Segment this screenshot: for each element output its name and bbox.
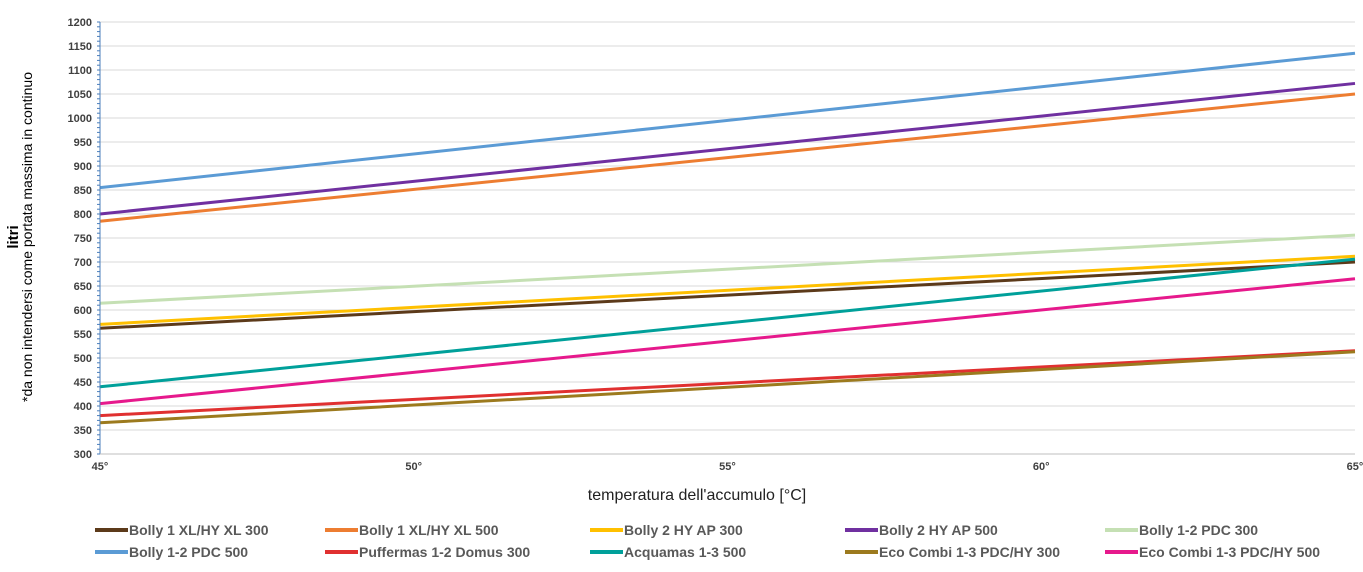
x-tick-label: 45° <box>92 461 109 473</box>
y-tick-label: 750 <box>74 233 92 245</box>
series-line <box>99 254 1356 326</box>
legend-entry: Bolly 2 HY AP 500 <box>879 522 998 538</box>
x-tick-label: 60° <box>1033 461 1050 473</box>
legend: Bolly 1 XL/HY XL 300 Bolly 1 XL/HY XL 500… <box>95 522 1320 560</box>
y-tick-label: 300 <box>74 449 92 461</box>
x-axis-label: temperatura dell'accumulo [°C] <box>588 487 806 504</box>
legend-entry: Bolly 1 XL/HY XL 500 <box>359 522 499 538</box>
y-axis-note: *da non intendersi come portata massima … <box>19 72 35 402</box>
y-axis-title: litri *da non intendersi come portata ma… <box>5 72 35 402</box>
axes: 300 350 400 450 500 550 600 650 700 750 800 850 900 9… <box>68 17 1363 473</box>
y-tick-label: 1050 <box>68 89 92 101</box>
legend-entry: Bolly 1-2 PDC 300 <box>1139 522 1258 538</box>
legend-entry: Bolly 2 HY AP 300 <box>624 522 743 538</box>
y-tick-label: 1200 <box>68 17 92 29</box>
legend-entry: Puffermas 1-2 Domus 300 <box>359 544 530 560</box>
series-line <box>99 260 1356 330</box>
series-line <box>99 257 1356 389</box>
series-line <box>99 349 1356 418</box>
series-lines <box>99 51 1356 425</box>
x-tick-label: 55° <box>719 461 736 473</box>
y-tick-label: 450 <box>74 377 92 389</box>
legend-entry: Eco Combi 1-3 PDC/HY 300 <box>879 544 1060 560</box>
y-tick-label: 650 <box>74 281 92 293</box>
y-tick-label: 850 <box>74 185 92 197</box>
y-tick-label: 1000 <box>68 113 92 125</box>
series-line <box>99 277 1356 406</box>
y-tick-label: 350 <box>74 425 92 437</box>
y-tick-label: 900 <box>74 161 92 173</box>
y-axis-label: litri <box>5 225 22 248</box>
legend-entry: Bolly 1-2 PDC 500 <box>129 544 248 560</box>
y-tick-label: 1100 <box>68 65 92 77</box>
legend-entry: Bolly 1 XL/HY XL 300 <box>129 522 269 538</box>
y-tick-label: 800 <box>74 209 92 221</box>
y-tick-label: 1150 <box>68 41 92 53</box>
series-line <box>99 51 1356 190</box>
y-tick-label: 500 <box>74 353 92 365</box>
series-line <box>99 92 1356 223</box>
legend-entry: Acquamas 1-3 500 <box>624 544 746 560</box>
y-tick-label: 550 <box>74 329 92 341</box>
legend-entry: Eco Combi 1-3 PDC/HY 500 <box>1139 544 1320 560</box>
y-tick-label: 700 <box>74 257 92 269</box>
series-line <box>99 233 1356 305</box>
series-line <box>99 350 1356 425</box>
x-tick-label: 65° <box>1347 461 1363 473</box>
y-tick-label: 600 <box>74 305 92 317</box>
x-tick-label: 50° <box>405 461 422 473</box>
series-line <box>99 81 1356 216</box>
y-tick-label: 400 <box>74 401 92 413</box>
y-tick-label: 950 <box>74 137 92 149</box>
svg-text:litri: litri <box>5 225 22 248</box>
